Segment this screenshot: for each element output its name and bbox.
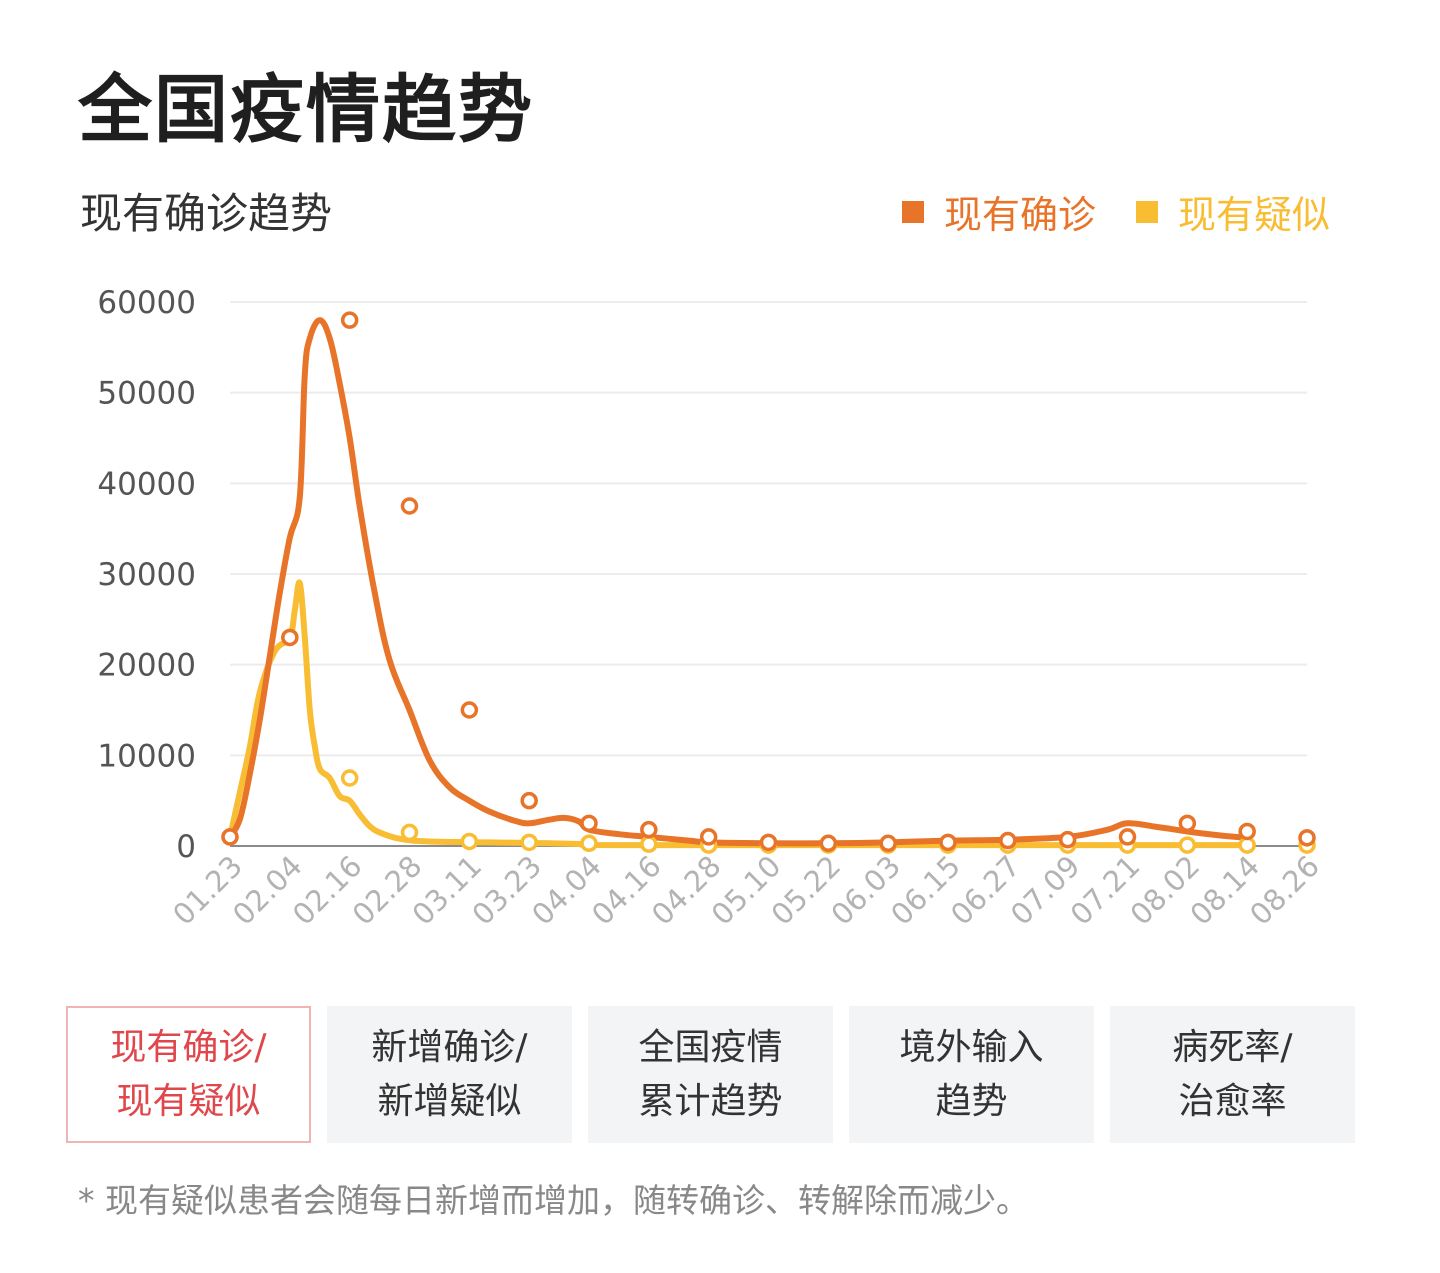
data-point-suspected [400,823,419,842]
legend-label-confirmed: 现有确诊 [943,193,1096,237]
legend-item-suspected[interactable]: 现有疑似 [1135,184,1330,239]
tab-label-line1: 现有确诊/ [110,1026,267,1068]
tab-label-line1: 境外输入 [899,1026,1044,1068]
data-point-suspected [640,835,658,853]
data-point-suspected [460,832,479,851]
data-point-confirmed [340,311,359,329]
chart-tab-bar: 现有确诊/现有疑似 新增确诊/新增疑似 全国疫情累计趋势 境外输入趋势 病死率/… [66,1006,1355,1143]
data-point-confirmed [400,497,419,515]
data-point-confirmed [1058,830,1077,849]
footnote: * 现有疑似患者会随每日新增而增加，随转确诊、转解除而减少。 [78,1181,1029,1220]
data-point-confirmed [819,834,838,853]
series-line-confirmed [227,317,1251,847]
y-tick-label: 20000 [97,648,196,684]
tab-label-line2: 累计趋势 [638,1080,783,1122]
y-tick-label: 10000 [97,738,196,774]
y-tick-label: 40000 [97,466,196,502]
tab-cumulative-trend[interactable]: 全国疫情 累计趋势 [588,1006,833,1143]
page-title: 全国疫情趋势 [78,67,534,153]
tab-label-line2: 现有疑似 [116,1080,261,1122]
legend-label-suspected: 现有疑似 [1177,193,1330,237]
tab-new-confirmed-suspected[interactable]: 新增确诊/新增疑似 [327,1006,572,1143]
legend-swatch-suspected [1135,200,1158,223]
data-point-suspected [340,769,359,787]
data-point-suspected [1178,836,1197,854]
data-point-confirmed [460,701,479,719]
data-point-suspected [520,833,538,852]
x-tick-label: 08.26 [1243,849,1326,932]
data-point-confirmed [1238,822,1256,841]
legend-swatch-confirmed [901,200,924,223]
tab-imported-trend[interactable]: 境外输入 趋势 [849,1006,1094,1143]
y-tick-label: 50000 [97,376,196,412]
data-point-confirmed [1298,829,1316,847]
y-tick-label: 60000 [97,285,196,321]
tab-label-line2: 新增疑似 [377,1080,522,1122]
data-point-confirmed [221,828,239,846]
data-point-confirmed [1178,814,1197,833]
tab-fatality-cure-rate[interactable]: 病死率/治愈率 [1110,1006,1355,1143]
legend-item-confirmed[interactable]: 现有确诊 [901,184,1096,239]
trend-chart: 600005000040000300002000010000001.2302.0… [97,285,1326,932]
data-point-confirmed [580,814,598,833]
chart-legend: 现有确诊 现有疑似 [901,184,1330,239]
y-tick-label: 0 [176,829,196,865]
tab-label-line2: 趋势 [935,1080,1008,1122]
data-point-confirmed [879,834,897,853]
tab-current-confirmed-suspected[interactable]: 现有确诊/现有疑似 [66,1006,311,1143]
data-point-confirmed [281,628,299,647]
y-tick-label: 30000 [97,557,196,593]
data-point-confirmed [640,820,658,839]
tab-label-line2: 治愈率 [1178,1080,1287,1122]
data-point-confirmed [1118,828,1137,846]
tab-label-line1: 病死率/ [1172,1026,1293,1068]
data-point-confirmed [520,791,538,810]
tab-label-line1: 全国疫情 [638,1026,783,1068]
data-point-confirmed [999,831,1017,850]
tab-label-line1: 新增确诊/ [371,1026,528,1068]
data-point-confirmed [759,833,778,852]
data-point-confirmed [699,828,718,846]
data-point-confirmed [939,833,957,852]
chart-title: 现有确诊趋势 [80,189,333,238]
data-point-suspected [580,834,598,853]
